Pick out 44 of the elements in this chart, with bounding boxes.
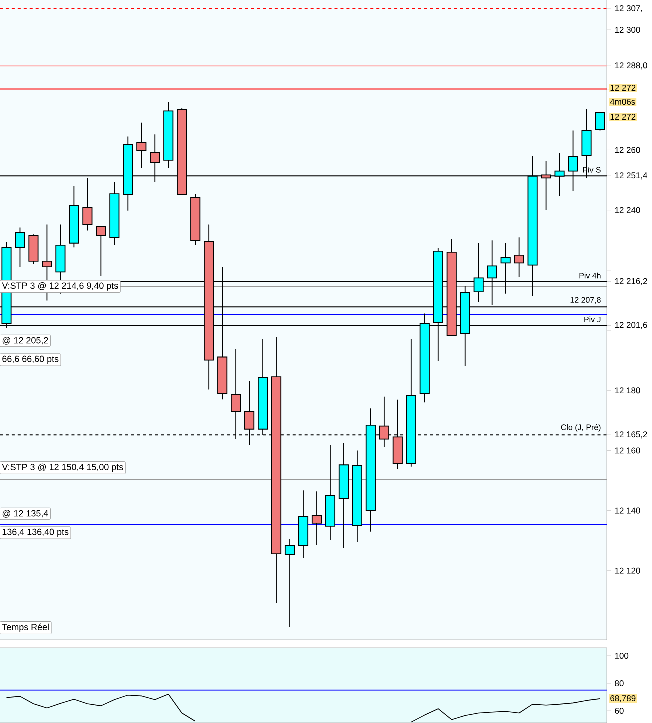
candlestick	[595, 112, 606, 132]
y-tick-label: 100	[615, 652, 629, 659]
candlestick	[96, 226, 106, 277]
candlestick	[514, 237, 524, 278]
annotation: V:STP 3 @ 12 214,6 9,40 pts	[2, 282, 118, 291]
candlestick	[136, 122, 147, 169]
candlestick	[352, 450, 362, 542]
candlestick	[325, 444, 336, 541]
candlestick	[338, 442, 350, 549]
candlestick	[406, 339, 416, 468]
y-tick-label: 60	[615, 708, 624, 714]
candlestick	[284, 538, 296, 628]
candlestick	[298, 490, 309, 558]
text: 4m06s	[610, 99, 636, 105]
text: 68,789	[610, 696, 636, 702]
y-tick-label: 12 201,6	[615, 322, 648, 330]
y-tick-label: 12 307,	[615, 6, 642, 12]
y-tick-label: 12 251,4	[615, 172, 648, 180]
candlestick	[312, 491, 322, 546]
annotation: 136,4 136,40 pts	[2, 528, 69, 538]
candlestick	[15, 227, 26, 268]
candlestick	[164, 102, 174, 169]
y-tick-label: 80	[615, 680, 624, 686]
y-tick-label: 12 120	[615, 568, 640, 574]
y-tick-label: 12 140	[615, 508, 640, 514]
y-tick-label: 12 165,2	[615, 432, 648, 439]
candlestick	[190, 194, 201, 246]
candlestick	[69, 186, 80, 248]
text: 12 272	[610, 114, 636, 120]
candlestick	[28, 234, 39, 265]
y-tick-label: 12 180	[615, 388, 640, 394]
y-tick-label: 12 260	[615, 147, 640, 154]
y-tick-label: 12 288,0	[615, 62, 648, 70]
annotation: Temps Réel	[2, 624, 49, 632]
y-tick-label: 12 216,2	[615, 278, 648, 286]
y-tick-label: 12 300	[615, 27, 640, 34]
text: 12 272	[610, 85, 636, 91]
y-tick-label: 12 240	[615, 207, 640, 214]
candlestick	[110, 182, 120, 246]
annotation: 66,6 66,60 pts	[2, 356, 59, 364]
annotation: V:STP 3 @ 12 150,4 15,00 pts	[2, 464, 124, 472]
y-tick-label: 12 160	[615, 448, 640, 454]
annotation: @ 12 205,2	[2, 337, 48, 345]
annotation: @ 12 135,4	[2, 510, 48, 518]
